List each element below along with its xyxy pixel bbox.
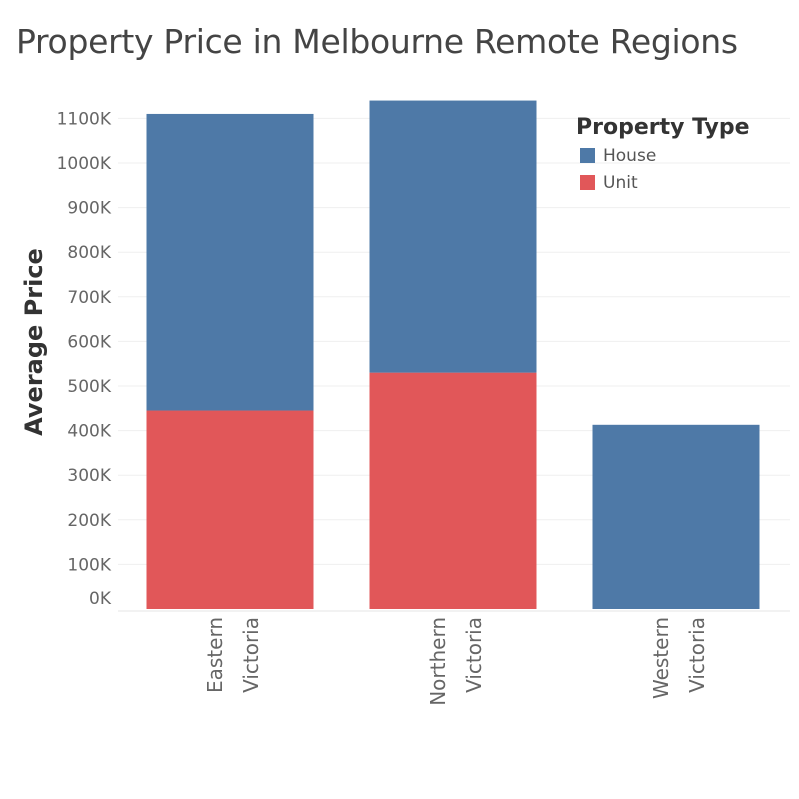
bar-unit-1 [146, 410, 314, 609]
x-category-text: Victoria [462, 617, 486, 693]
x-category-label-2: Northern Victoria [426, 617, 486, 706]
y-tick-label: 100K [67, 555, 111, 575]
legend-label: Unit [603, 173, 638, 193]
legend-items: House Unit [580, 146, 656, 193]
legend-title: Property Type [576, 115, 750, 140]
y-tick-label: 200K [67, 511, 111, 531]
x-category-text: Victoria [239, 617, 263, 693]
y-tick-label: 1100K [57, 109, 112, 129]
bar-house-3 [592, 424, 760, 609]
y-tick-label: 900K [67, 199, 111, 219]
y-tick-label: 400K [67, 422, 111, 442]
chart-title: Property Price in Melbourne Remote Regio… [16, 22, 738, 61]
legend-label: House [603, 146, 656, 166]
y-axis-ticks: 0K 100K 200K 300K 400K 500K 600K 700K 800K 900K 10… [57, 109, 112, 609]
y-tick-label: 600K [67, 332, 111, 352]
y-axis-label: Average Price [20, 248, 48, 436]
y-tick-label: 1000K [57, 154, 112, 174]
x-category-text: Eastern [203, 617, 227, 693]
bar-house-2 [369, 100, 537, 373]
bars [146, 100, 760, 609]
legend-item-house[interactable]: House [580, 146, 656, 166]
x-category-text: Victoria [685, 617, 709, 693]
legend: Property Type House Unit [576, 115, 750, 193]
legend-swatch [580, 175, 595, 190]
bar-unit-2 [369, 372, 537, 609]
x-category-text: Western [649, 617, 673, 699]
y-tick-label: 800K [67, 243, 111, 263]
x-category-text: Northern [426, 617, 450, 706]
legend-swatch [580, 148, 595, 163]
y-tick-label: 500K [67, 377, 111, 397]
legend-item-unit[interactable]: Unit [580, 173, 638, 193]
y-tick-label: 0K [89, 589, 112, 609]
x-category-label-3: Western Victoria [649, 617, 709, 699]
x-axis-categories: Eastern Victoria Northern Victoria Western Vi… [203, 617, 709, 706]
y-tick-label: 700K [67, 288, 111, 308]
x-category-label-1: Eastern Victoria [203, 617, 263, 693]
bar-house-1 [146, 113, 314, 411]
y-tick-label: 300K [67, 466, 111, 486]
